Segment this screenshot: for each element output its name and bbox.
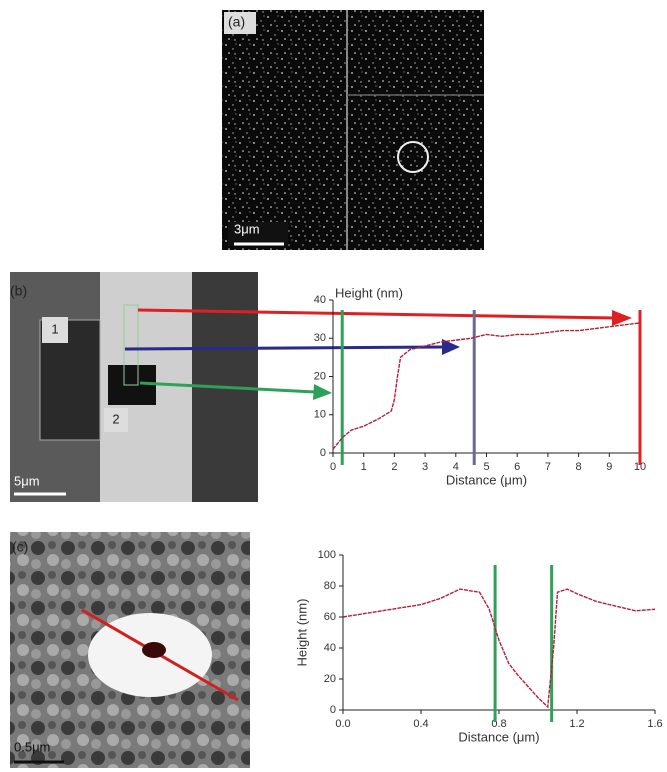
x-tick-label: 7 — [545, 461, 551, 473]
scale-label: 5μm — [14, 473, 40, 488]
region-label: 1 — [51, 321, 58, 336]
x-tick-label: 0 — [330, 461, 336, 473]
y-tick-label: 40 — [324, 642, 336, 654]
y-tick-label: 60 — [324, 611, 336, 623]
x-axis-label: Distance (μm) — [446, 472, 527, 487]
panel-label: (c) — [12, 539, 28, 555]
x-tick-label: 1.6 — [647, 718, 662, 730]
y-tick-label: 80 — [324, 580, 336, 592]
x-tick-label: 3 — [422, 461, 428, 473]
x-tick-label: 1 — [361, 461, 367, 473]
figure: (a) 3μm (b) 1 2 5μm (c) 0.5μm 0102030400… — [0, 0, 667, 772]
y-tick-label: 20 — [324, 673, 336, 685]
y-tick-label: 100 — [318, 549, 336, 561]
scale-label: 3μm — [234, 221, 260, 236]
panel-label: (a) — [228, 14, 245, 30]
y-axis-label: Height (nm) — [335, 285, 403, 300]
y-axis-label: Height (nm) — [294, 599, 309, 667]
x-tick-label: 6 — [514, 461, 520, 473]
x-axis-label: Distance (μm) — [458, 729, 539, 744]
y-tick-label: 40 — [314, 294, 326, 306]
data-line — [333, 323, 640, 449]
x-tick-label: 1.2 — [569, 718, 584, 730]
x-tick-label: 9 — [606, 461, 612, 473]
y-tick-label: 30 — [314, 332, 326, 344]
x-tick-label: 0.4 — [413, 718, 428, 730]
x-tick-label: 4 — [453, 461, 459, 473]
image-c — [10, 532, 250, 768]
y-tick-label: 10 — [314, 409, 326, 421]
y-tick-label: 20 — [314, 370, 326, 382]
x-tick-label: 0.0 — [335, 718, 350, 730]
image-a — [222, 10, 484, 250]
x-tick-label: 8 — [576, 461, 582, 473]
panel-label: (b) — [10, 283, 27, 299]
x-tick-label: 5 — [483, 461, 489, 473]
y-tick-label: 0 — [320, 447, 326, 459]
x-tick-label: 2 — [391, 461, 397, 473]
y-tick-label: 0 — [330, 704, 336, 716]
scale-label: 0.5μm — [14, 739, 50, 754]
region-label: 2 — [112, 411, 119, 426]
data-line — [343, 589, 655, 707]
